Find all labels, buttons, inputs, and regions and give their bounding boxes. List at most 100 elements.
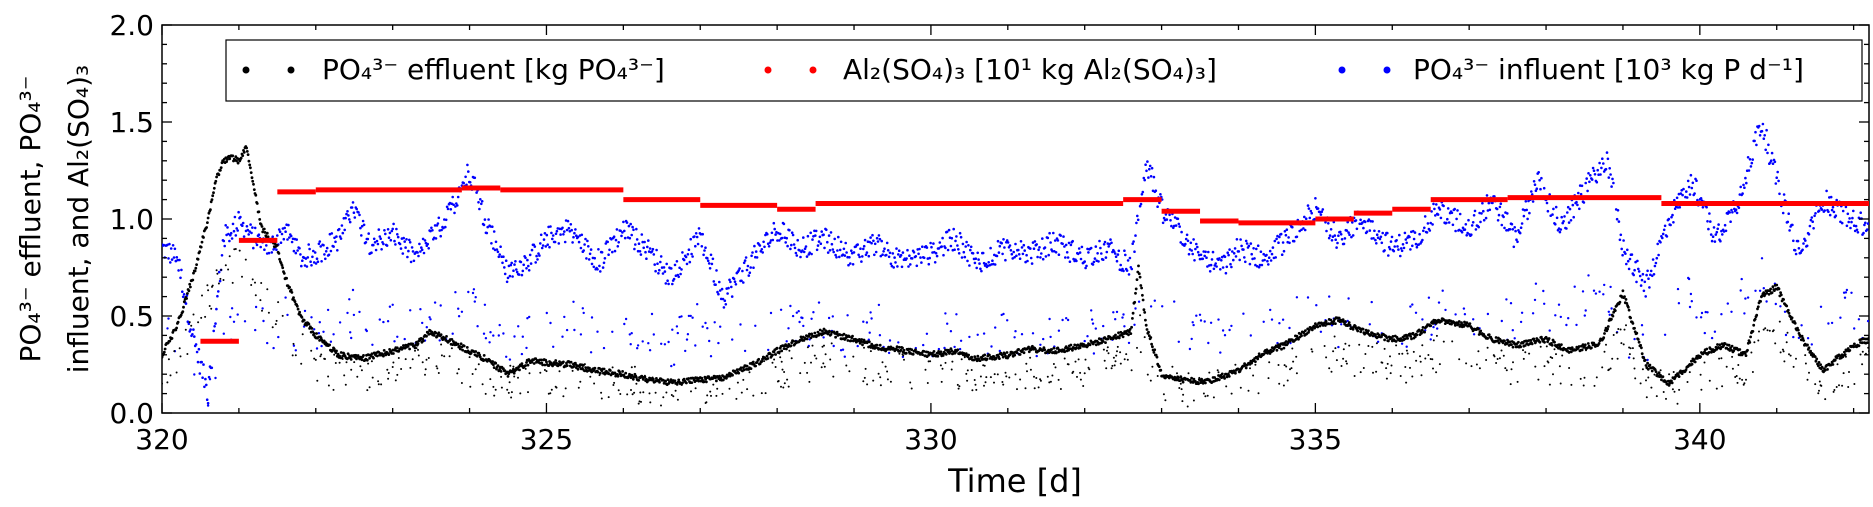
effluent-point: [1606, 327, 1609, 331]
influent-point: [1102, 324, 1105, 328]
effluent-point: [1220, 372, 1224, 376]
influent-point: [277, 335, 280, 339]
influent-point: [981, 251, 985, 255]
effluent-point: [209, 208, 212, 212]
influent-point: [1859, 211, 1862, 214]
influent-point: [1388, 247, 1392, 251]
influent-point: [1392, 249, 1396, 253]
influent-point: [843, 254, 847, 257]
effluent-point: [1069, 343, 1073, 347]
influent-point: [1174, 224, 1178, 227]
influent-point: [707, 262, 711, 265]
effluent-point: [1239, 386, 1242, 389]
effluent-point: [368, 356, 371, 360]
influent-point: [1512, 245, 1516, 249]
effluent-point: [1130, 369, 1133, 372]
influent-point: [1472, 214, 1476, 217]
effluent-point: [1150, 342, 1153, 346]
influent-point: [709, 355, 713, 358]
effluent-point: [829, 358, 832, 361]
influent-point: [792, 243, 796, 246]
effluent-point: [1493, 355, 1496, 358]
effluent-point: [366, 389, 369, 392]
influent-point: [1046, 236, 1050, 240]
influent-point: [511, 275, 514, 278]
influent-point: [1560, 215, 1563, 219]
influent-point: [1428, 229, 1432, 232]
effluent-point: [706, 394, 709, 397]
influent-point: [1511, 329, 1515, 332]
influent-point: [1025, 253, 1028, 257]
effluent-point: [239, 156, 243, 160]
influent-point: [1827, 322, 1830, 325]
influent-point: [1023, 249, 1026, 252]
effluent-point: [1074, 346, 1078, 350]
effluent-point: [576, 367, 580, 371]
effluent-point: [909, 381, 912, 384]
effluent-point: [432, 334, 436, 337]
effluent-point: [1029, 368, 1032, 371]
influent-point: [844, 241, 847, 245]
influent-point: [1221, 266, 1225, 269]
influent-point: [1497, 213, 1501, 217]
effluent-point: [388, 348, 391, 351]
influent-point: [1636, 259, 1639, 263]
effluent-point: [612, 384, 615, 386]
influent-point: [1335, 246, 1338, 249]
influent-point: [524, 256, 527, 260]
effluent-point: [1501, 341, 1505, 345]
effluent-point: [1657, 371, 1661, 374]
influent-point: [1648, 286, 1651, 289]
effluent-point: [241, 275, 243, 278]
influent-point: [1108, 242, 1111, 246]
influent-point: [377, 228, 381, 231]
effluent-point: [295, 304, 299, 308]
effluent-point: [370, 352, 374, 356]
effluent-point: [947, 348, 950, 352]
influent-point: [1442, 204, 1445, 208]
effluent-point: [993, 373, 996, 376]
influent-point: [1153, 299, 1157, 302]
influent-point: [881, 253, 884, 256]
effluent-point: [742, 378, 745, 381]
influent-point: [774, 233, 777, 236]
effluent-point: [175, 371, 178, 374]
effluent-point: [868, 340, 871, 344]
influent-point: [1628, 257, 1632, 261]
influent-point: [1708, 212, 1711, 215]
influent-point: [1069, 243, 1073, 247]
influent-point: [272, 346, 275, 350]
effluent-point: [902, 348, 906, 352]
influent-point: [1324, 221, 1327, 224]
influent-point: [544, 245, 548, 248]
influent-point: [167, 257, 170, 260]
influent-point: [1400, 342, 1404, 345]
influent-point: [1396, 245, 1399, 248]
influent-point: [1534, 282, 1538, 285]
influent-point: [475, 191, 478, 194]
influent-point: [617, 241, 620, 244]
effluent-point: [630, 389, 632, 391]
influent-point: [1657, 253, 1660, 257]
effluent-point: [782, 386, 785, 389]
influent-point: [584, 237, 587, 241]
effluent-point: [1125, 353, 1128, 356]
effluent-point: [1486, 337, 1489, 340]
influent-point: [1661, 236, 1664, 240]
effluent-point: [1627, 308, 1631, 312]
effluent-point: [387, 377, 390, 380]
effluent-point: [1522, 357, 1525, 360]
effluent-point: [251, 278, 254, 281]
influent-point: [673, 263, 677, 267]
effluent-point: [305, 323, 308, 327]
effluent-point: [1082, 385, 1085, 387]
effluent-point: [1026, 370, 1028, 373]
effluent-point: [510, 396, 513, 399]
influent-point: [1707, 227, 1710, 231]
effluent-point: [1033, 375, 1035, 378]
effluent-point: [1419, 355, 1421, 358]
influent-point: [1580, 184, 1584, 188]
influent-point: [678, 315, 681, 319]
influent-point: [1655, 256, 1659, 260]
influent-point: [758, 244, 762, 247]
